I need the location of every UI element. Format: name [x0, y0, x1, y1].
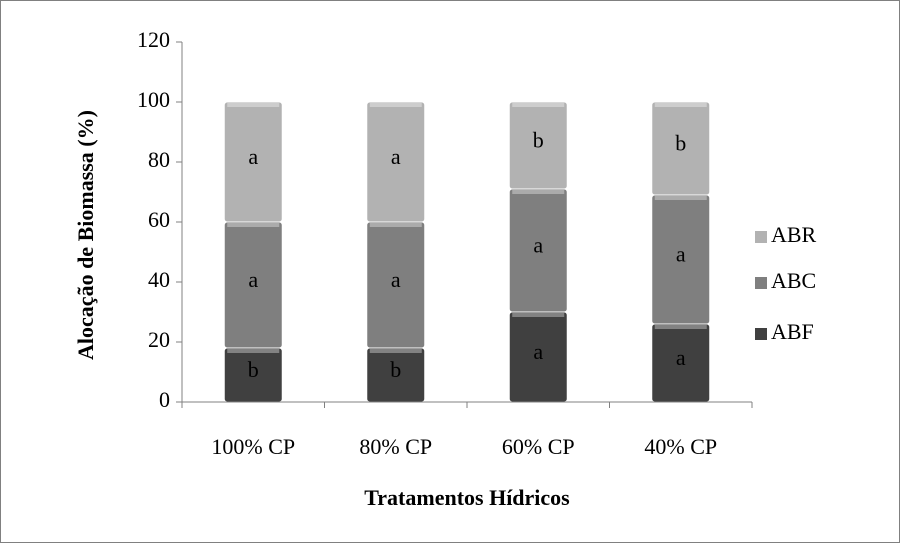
legend-label: ABR [771, 222, 817, 247]
y-tick-label: 100 [137, 87, 170, 112]
bar-highlight [654, 325, 707, 329]
bar-highlight [512, 313, 565, 317]
x-axis-label: Tratamentos Hídricos [364, 485, 570, 510]
bar-segment [651, 101, 711, 196]
legend-swatch [755, 328, 767, 340]
legend-label: ABC [771, 268, 816, 293]
y-tick-label: 20 [148, 327, 170, 352]
segment-letter: b [248, 357, 259, 382]
y-axis-label: Alocação de Biomassa (%) [73, 110, 98, 360]
segment-letter: a [676, 242, 686, 267]
bar-segment [508, 101, 568, 190]
x-tick-label: 60% CP [502, 434, 575, 459]
y-tick-label: 60 [148, 207, 170, 232]
bar-highlight [654, 103, 707, 107]
bar-highlight [369, 103, 422, 107]
segment-letter: a [248, 144, 258, 169]
legend-swatch [755, 277, 767, 289]
segment-letter: a [533, 233, 543, 258]
bar-highlight [227, 349, 280, 353]
x-tick-label: 40% CP [644, 434, 717, 459]
segment-letter: a [248, 267, 258, 292]
segment-letter: b [675, 131, 686, 156]
segment-letter: a [391, 267, 401, 292]
x-tick-label: 80% CP [359, 434, 432, 459]
bar-highlight [227, 223, 280, 227]
bar-highlight [654, 196, 707, 200]
y-tick-label: 120 [137, 27, 170, 52]
bar-highlight [512, 103, 565, 107]
segment-letter: b [533, 128, 544, 153]
x-tick-label: 100% CP [211, 434, 295, 459]
bar-highlight [227, 103, 280, 107]
bar-highlight [369, 349, 422, 353]
y-tick-label: 40 [148, 267, 170, 292]
segment-letter: a [391, 144, 401, 169]
segment-letter: a [676, 345, 686, 370]
segment-letter: b [390, 357, 401, 382]
legend-swatch [755, 231, 767, 243]
y-tick-label: 0 [159, 387, 170, 412]
bar-highlight [369, 223, 422, 227]
bar-highlight [512, 190, 565, 194]
bar-segment [223, 101, 283, 223]
y-tick-label: 80 [148, 147, 170, 172]
legend-label: ABF [771, 319, 814, 344]
bar-segment [366, 101, 426, 223]
segment-letter: a [533, 339, 543, 364]
